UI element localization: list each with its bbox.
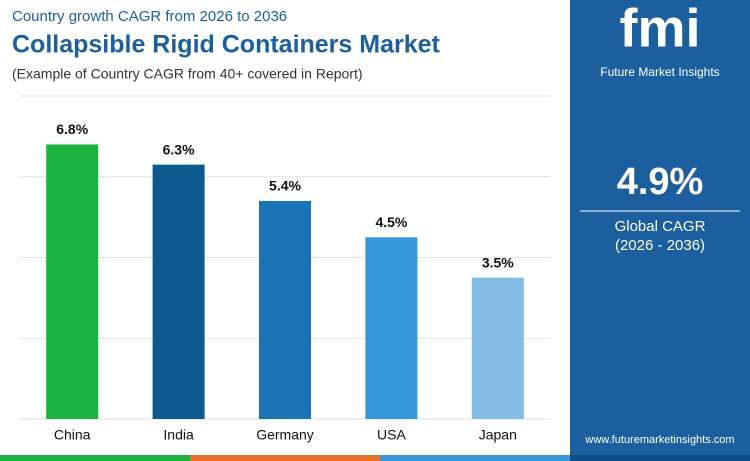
value-label: 4.5% (375, 214, 407, 230)
bar (152, 164, 205, 419)
logo: fmi (620, 0, 701, 58)
value-label: 3.5% (482, 254, 514, 270)
x-tick-label: Germany (256, 427, 314, 443)
bar (259, 200, 311, 419)
value-label: 6.8% (56, 121, 88, 137)
stat-label: Global CAGR (615, 218, 706, 235)
stat-period: (2026 - 2036) (615, 237, 705, 254)
x-tick-label: Japan (479, 427, 517, 443)
chart-subtitle: Country growth CAGR from 2026 to 2036 (12, 8, 287, 25)
chart-caption: (Example of Country CAGR from 40+ covere… (12, 66, 363, 82)
bar (46, 144, 99, 419)
bar (365, 237, 418, 419)
stat: 4.9% (617, 161, 704, 203)
value-label: 5.4% (269, 178, 301, 194)
sidebar (570, 0, 750, 455)
x-tick-label: USA (377, 427, 406, 443)
x-tick-label: India (163, 427, 194, 443)
bottom-stripe (0, 455, 750, 461)
website: www.futuremarketinsights.com (584, 434, 734, 446)
brand: Future Market Insights (600, 65, 719, 79)
value-label: 6.3% (163, 141, 195, 157)
chart-title: Collapsible Rigid Containers Market (12, 31, 441, 59)
bar (471, 277, 524, 419)
x-tick-label: China (54, 427, 91, 443)
